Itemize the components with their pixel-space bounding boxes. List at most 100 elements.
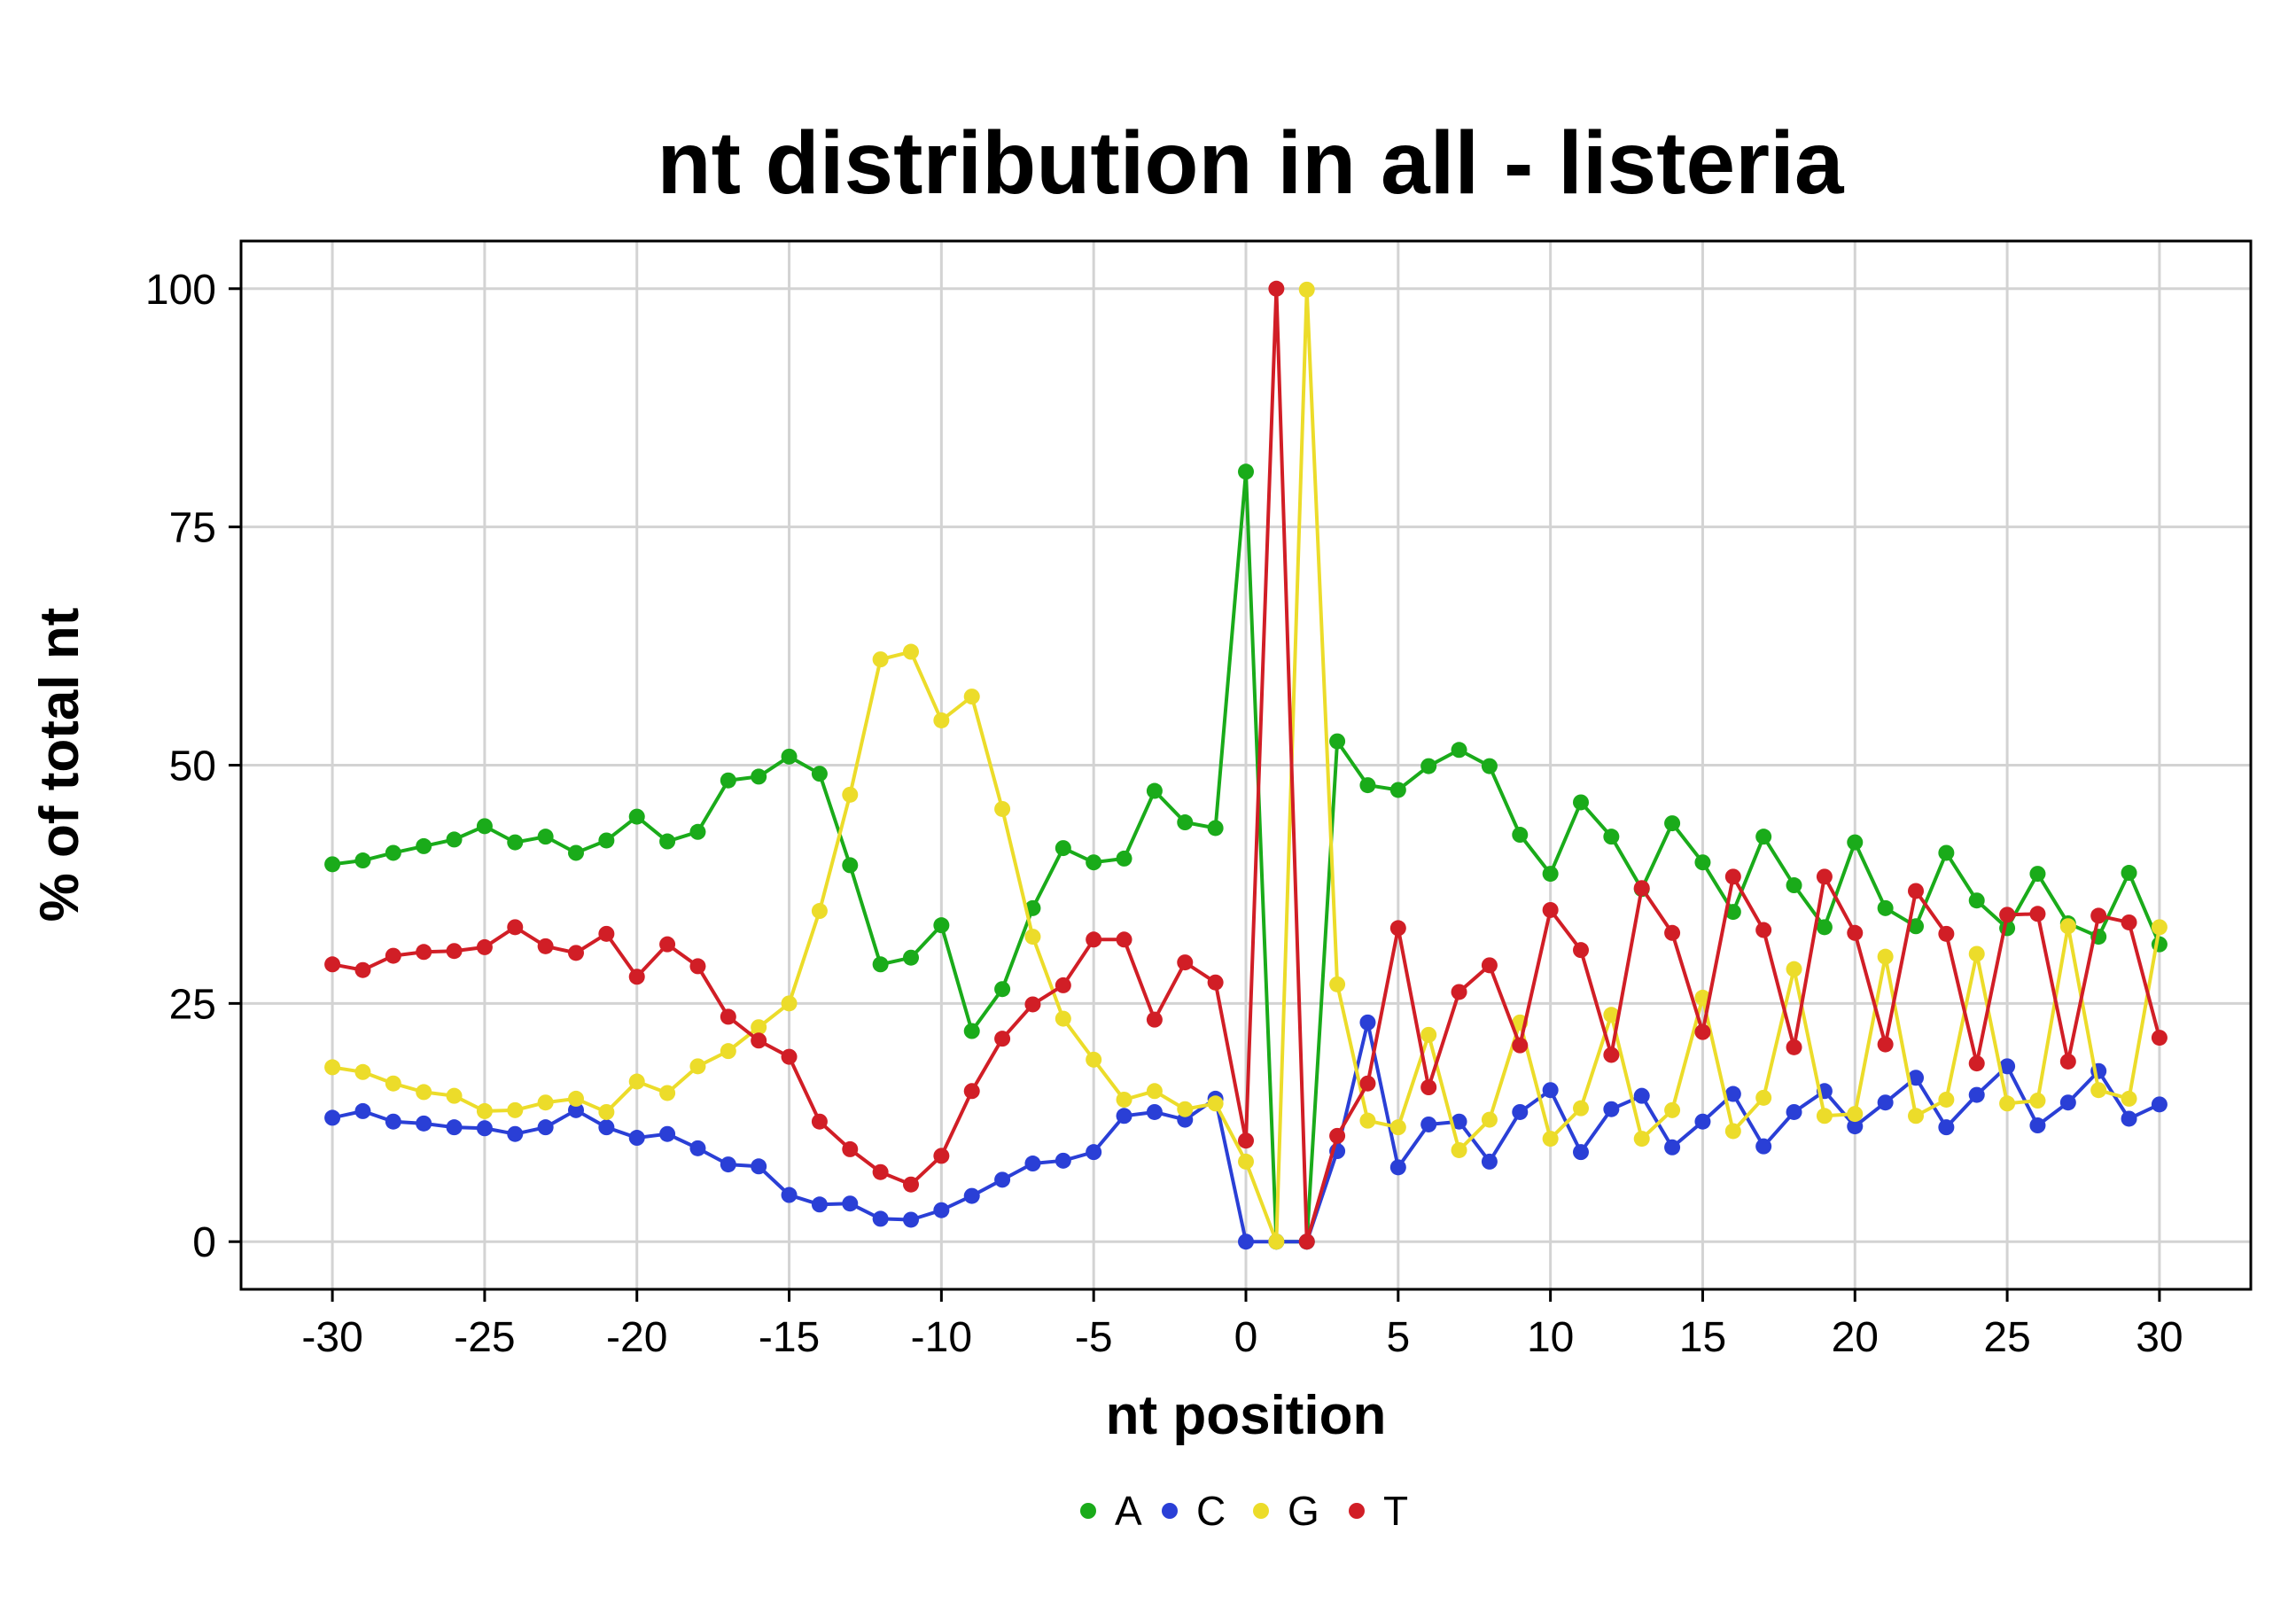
data-point-A	[598, 832, 615, 849]
data-point-A	[1694, 854, 1711, 871]
data-point-A	[1847, 834, 1864, 851]
data-point-G	[903, 643, 919, 660]
data-point-G	[1755, 1089, 1772, 1106]
data-point-C	[751, 1158, 767, 1175]
data-point-T	[2121, 914, 2137, 930]
data-point-T	[568, 945, 584, 961]
data-point-A	[1512, 827, 1529, 844]
data-point-T	[689, 958, 706, 975]
legend-item-T: T	[1349, 1488, 1408, 1534]
data-point-C	[446, 1119, 463, 1136]
data-point-C	[1847, 1118, 1864, 1135]
data-point-C	[628, 1130, 645, 1147]
data-point-C	[507, 1125, 524, 1142]
data-point-T	[1512, 1037, 1529, 1054]
data-point-T	[2090, 907, 2107, 924]
data-point-C	[659, 1125, 676, 1142]
data-point-A	[2121, 865, 2137, 882]
legend-marker-A	[1080, 1503, 1096, 1519]
data-point-C	[385, 1113, 401, 1130]
data-point-C	[1238, 1233, 1254, 1250]
data-point-G	[2121, 1090, 2137, 1107]
plot-series	[324, 280, 2168, 1250]
data-point-C	[1116, 1108, 1132, 1124]
data-point-C	[963, 1187, 980, 1204]
data-point-G	[354, 1063, 371, 1080]
data-point-C	[354, 1102, 371, 1119]
data-point-G	[1268, 1233, 1285, 1250]
data-point-A	[963, 1023, 980, 1039]
data-point-G	[1146, 1083, 1163, 1100]
data-point-T	[781, 1048, 798, 1065]
data-point-C	[1968, 1086, 1985, 1103]
data-point-G	[568, 1090, 584, 1107]
data-point-T	[598, 925, 615, 942]
data-point-G	[1633, 1131, 1650, 1148]
legend-label-T: T	[1383, 1488, 1408, 1534]
data-point-C	[1908, 1070, 1924, 1086]
data-point-T	[1177, 954, 1194, 971]
data-point-A	[1481, 758, 1498, 774]
data-point-T	[1664, 924, 1681, 941]
data-point-T	[1999, 907, 2016, 923]
data-point-G	[1694, 989, 1711, 1006]
data-point-A	[872, 956, 889, 973]
data-point-A	[1238, 463, 1254, 480]
data-point-G	[1420, 1026, 1437, 1043]
data-point-C	[1146, 1103, 1163, 1120]
data-point-A	[1968, 892, 1985, 909]
data-point-G	[446, 1087, 463, 1104]
data-point-T	[1877, 1036, 1894, 1053]
data-point-G	[1177, 1101, 1194, 1117]
data-point-T	[1268, 280, 1285, 297]
data-point-C	[1542, 1082, 1559, 1099]
data-point-G	[628, 1073, 645, 1090]
data-point-C	[598, 1119, 615, 1136]
data-point-T	[1238, 1132, 1254, 1149]
data-point-A	[1786, 877, 1802, 894]
legend-marker-T	[1349, 1503, 1365, 1519]
data-point-T	[933, 1148, 950, 1164]
legend-marker-C	[1162, 1503, 1178, 1519]
legend-item-G: G	[1253, 1488, 1319, 1534]
data-point-C	[2151, 1096, 2168, 1113]
data-point-C	[2121, 1110, 2137, 1127]
data-point-C	[2029, 1117, 2046, 1134]
data-point-C	[1999, 1058, 2016, 1075]
data-point-A	[628, 808, 645, 825]
data-point-T	[903, 1176, 919, 1193]
data-point-A	[568, 844, 584, 861]
data-point-A	[1207, 820, 1224, 837]
data-point-T	[720, 1008, 736, 1025]
data-point-T	[1816, 868, 1833, 885]
data-point-C	[1359, 1014, 1376, 1031]
data-point-G	[720, 1043, 736, 1060]
data-point-A	[476, 818, 493, 835]
data-point-A	[1116, 850, 1132, 867]
data-point-T	[1847, 924, 1864, 941]
data-point-A	[1908, 918, 1924, 935]
data-point-G	[416, 1084, 432, 1101]
data-point-T	[1329, 1127, 1346, 1144]
data-point-A	[1755, 829, 1772, 845]
x-tick-label: 30	[2136, 1314, 2183, 1361]
data-point-G	[872, 651, 889, 668]
data-point-C	[324, 1109, 341, 1126]
data-point-G	[1724, 1123, 1741, 1140]
data-point-A	[751, 768, 767, 785]
data-point-C	[720, 1156, 736, 1173]
data-point-T	[1055, 977, 1071, 993]
y-tick-label: 50	[169, 743, 216, 790]
data-point-A	[1877, 899, 1894, 916]
data-point-T	[2151, 1030, 2168, 1047]
x-tick-label: 25	[1983, 1314, 2030, 1361]
data-point-G	[1207, 1095, 1224, 1112]
data-point-C	[903, 1211, 919, 1228]
data-point-C	[1724, 1086, 1741, 1102]
data-point-G	[1938, 1091, 1955, 1108]
data-point-G	[2059, 918, 2076, 935]
data-point-A	[903, 949, 919, 966]
data-point-A	[537, 829, 554, 845]
